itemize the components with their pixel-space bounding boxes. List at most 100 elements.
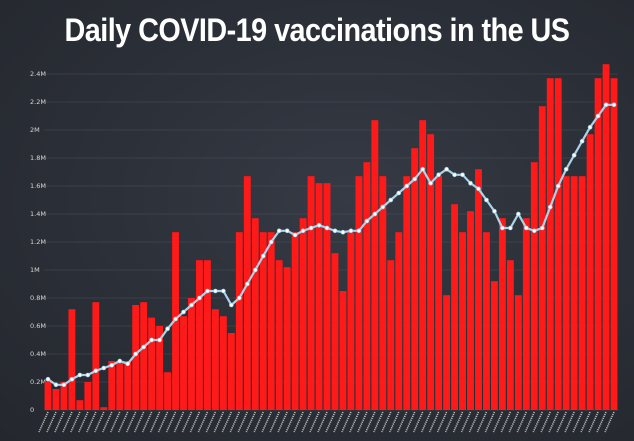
x-tick-mark (580, 411, 591, 433)
line-point (149, 337, 154, 343)
bar (411, 148, 419, 410)
x-tick-mark (476, 411, 488, 433)
line-point (547, 204, 553, 210)
bar (196, 260, 203, 410)
x-tick-mark (381, 411, 392, 433)
line-point (141, 344, 146, 350)
x-tick-mark (397, 411, 408, 433)
line-point (244, 281, 250, 287)
x-tick-mark (516, 411, 528, 433)
bar (140, 302, 148, 410)
x-tick-mark (532, 411, 543, 433)
bar (100, 407, 108, 410)
line-point (404, 183, 410, 189)
x-tick-mark (285, 411, 296, 433)
bar (339, 291, 347, 410)
x-tick-mark (428, 411, 440, 433)
x-tick-mark (141, 411, 153, 433)
y-tick-label: 0.6M (30, 322, 46, 330)
bar (435, 176, 443, 410)
bar (538, 106, 546, 410)
bar (570, 176, 578, 410)
bar (275, 260, 283, 410)
line-point (324, 225, 330, 231)
x-tick-mark (277, 411, 288, 433)
bar (546, 78, 554, 410)
bar (116, 361, 124, 410)
bar (44, 382, 52, 410)
bar (371, 120, 379, 410)
bar (267, 232, 275, 410)
bar (307, 176, 315, 410)
x-tick-mark (62, 411, 73, 433)
bar (124, 361, 132, 410)
bar (211, 309, 219, 410)
x-tick-mark (373, 411, 384, 433)
bar (443, 295, 451, 410)
bar (530, 162, 538, 410)
line-point (332, 228, 338, 234)
line-point (157, 337, 162, 343)
x-tick-mark (261, 411, 272, 433)
bar (387, 260, 395, 410)
y-tick-label: 2.4M (30, 70, 46, 78)
x-tick-mark (468, 411, 480, 433)
x-axis (38, 411, 615, 433)
bar (243, 176, 251, 410)
bar (283, 267, 291, 410)
x-tick-mark (389, 411, 400, 433)
line-point (444, 166, 449, 172)
x-tick-mark (245, 411, 256, 433)
x-tick-mark (604, 411, 615, 433)
bar (522, 218, 530, 410)
line-point (571, 152, 577, 158)
bar (323, 183, 331, 410)
grid-lines (44, 73, 618, 411)
line-point (276, 228, 282, 234)
line-point (603, 102, 609, 108)
line-point (555, 183, 561, 189)
line-series (45, 102, 617, 388)
x-tick-mark (500, 411, 512, 433)
bar (180, 316, 187, 410)
x-tick-mark (86, 411, 97, 433)
line-point (388, 197, 394, 203)
x-tick-mark (94, 411, 105, 433)
bar (92, 302, 100, 410)
x-tick-mark (404, 411, 416, 433)
line-point (531, 228, 537, 234)
bar (491, 281, 498, 410)
line-point (300, 228, 306, 234)
line-point (189, 302, 194, 308)
bar (60, 382, 68, 410)
bar (148, 317, 156, 410)
y-tick-label: 2M (30, 126, 40, 134)
line-point (484, 197, 489, 203)
x-tick-mark (157, 411, 169, 433)
x-tick-mark (78, 411, 89, 433)
line-point (252, 267, 258, 273)
y-tick-label: 0.4M (30, 350, 46, 358)
x-tick-mark (165, 411, 177, 433)
bar (578, 176, 586, 410)
bar (498, 218, 506, 410)
line-point (125, 361, 131, 367)
y-tick-label: 2.2M (30, 98, 46, 106)
bar (299, 218, 307, 410)
line-point (380, 204, 386, 210)
bar (610, 78, 618, 410)
line-point (516, 211, 521, 217)
bar (68, 309, 76, 410)
bar (395, 232, 403, 410)
bar (427, 134, 435, 410)
x-tick-mark (189, 411, 201, 433)
bar (251, 218, 259, 410)
y-tick-label: 1M (30, 266, 40, 274)
line-point (563, 166, 569, 172)
line-point (45, 376, 51, 382)
x-tick-mark (309, 411, 320, 433)
bar (219, 316, 227, 410)
x-tick-mark (524, 411, 536, 433)
x-tick-mark (357, 411, 368, 433)
